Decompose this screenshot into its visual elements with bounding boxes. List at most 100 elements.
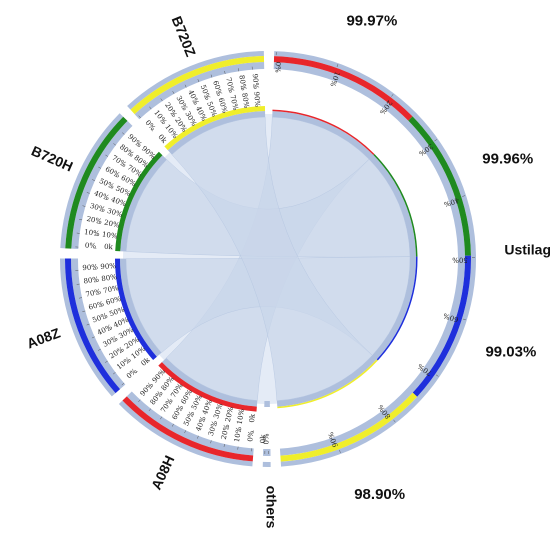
tick-mark — [336, 64, 339, 68]
tick-mark — [227, 426, 230, 430]
tick-mark — [148, 408, 152, 412]
tick-label: 40% — [201, 398, 214, 416]
tick-mark — [99, 305, 103, 308]
tick-mark — [150, 128, 153, 132]
tick-label: 20% — [86, 215, 103, 226]
outer-track-b720h — [71, 120, 133, 250]
tick-mark — [135, 144, 139, 147]
inner-track-b720z — [167, 111, 266, 155]
tick-mark — [108, 186, 112, 189]
tick-mark — [96, 222, 100, 224]
group-label-b720h: B720H — [29, 142, 75, 174]
tick-mark — [122, 132, 125, 135]
chord-link-b720z — [171, 116, 373, 401]
outer-track-a08h — [126, 391, 254, 456]
tick-mark — [435, 374, 439, 377]
tick-mark — [82, 205, 86, 207]
tick-mark — [105, 360, 108, 363]
tick-label: 30% — [106, 207, 123, 219]
tick-label: 0% — [125, 367, 139, 381]
tick-label: 0k — [248, 413, 257, 423]
tick-mark — [197, 79, 200, 83]
tick-mark — [391, 94, 394, 97]
tick-label: 50% — [452, 256, 468, 264]
tick-mark — [112, 372, 116, 375]
inner-track-a08h — [161, 357, 258, 407]
tick-label: 80% — [101, 273, 118, 283]
inner-segment-a08z-0 — [115, 258, 157, 361]
inner-segment-a08h-0 — [158, 362, 257, 412]
tick-mark — [216, 91, 218, 95]
tick-label: 60% — [104, 165, 122, 180]
tick-label: 40% — [110, 195, 128, 208]
tick-mark — [393, 419, 396, 423]
tick-mark — [184, 84, 187, 88]
tick-label: 10% — [233, 426, 243, 443]
tick-mark — [159, 394, 163, 397]
tick-mark — [462, 318, 466, 321]
inner-track-others — [264, 400, 270, 407]
tick-mark — [170, 113, 173, 117]
tick-label: 80% — [83, 275, 100, 285]
tick-mark — [113, 340, 117, 343]
tick-mark — [224, 70, 226, 74]
tick-mark — [97, 348, 101, 351]
tick-label: 50% — [182, 410, 196, 428]
tick-mark — [127, 154, 131, 157]
tick-label: 60% — [88, 300, 105, 312]
tick-mark — [103, 317, 107, 320]
tick-mark — [105, 154, 109, 157]
tick-mark — [171, 423, 174, 427]
tick-mark — [113, 143, 116, 146]
tick-label: 40% — [186, 89, 200, 107]
tick-label: 90% — [251, 73, 260, 90]
tick-label: 70% — [102, 284, 119, 295]
outer-track-others — [263, 448, 271, 456]
tick-mark — [86, 323, 90, 326]
tick-label: 60% — [171, 403, 186, 421]
outer-track-a08z — [71, 258, 126, 390]
outer-segment-b720z-0 — [130, 56, 265, 115]
tick-label: 90% — [100, 262, 116, 271]
tick-label: 10% — [101, 230, 118, 240]
tick-label: 0k — [140, 356, 152, 368]
tick-label: 60% — [211, 80, 223, 98]
tick-label: 80% — [240, 92, 250, 109]
outer-segment-b720h-0 — [65, 116, 128, 249]
outer-segment-ustilago-0 — [273, 56, 413, 121]
tick-mark — [160, 120, 163, 124]
tick-label: 20% — [103, 219, 120, 230]
tick-mark — [103, 198, 107, 200]
outer-segment-ustilago-1 — [408, 116, 471, 256]
tick-label: 90% — [252, 91, 261, 108]
tick-mark — [120, 351, 124, 354]
outer-segment-a08h-0 — [122, 396, 254, 462]
tick-label: 40% — [96, 323, 114, 337]
tick-label: 70% — [228, 94, 239, 111]
tick-label: 0% — [144, 119, 158, 133]
tick-mark — [82, 310, 86, 313]
tick-mark — [170, 401, 173, 405]
outer-segment-ustilago-3 — [280, 392, 418, 462]
tick-mark — [203, 418, 206, 422]
tick-label: 0k — [259, 434, 267, 444]
tick-mark — [210, 440, 212, 444]
tick-mark — [223, 443, 225, 447]
tick-label: 30% — [89, 202, 106, 214]
tick-mark — [121, 382, 125, 386]
tick-label: 0k — [104, 243, 114, 252]
tick-mark — [114, 175, 117, 178]
tick-mark — [228, 88, 230, 92]
percentage-label: 99.03% — [485, 344, 536, 361]
tick-mark — [91, 336, 95, 339]
tick-mark — [192, 100, 195, 104]
tick-label: 30% — [174, 95, 189, 113]
tick-label: 60% — [105, 295, 122, 307]
tick-label: 30% — [207, 419, 219, 437]
group-label-a08z: A08Z — [25, 324, 63, 351]
tick-mark — [184, 430, 187, 434]
tick-label: 10% — [236, 408, 246, 425]
inner-track-a08z — [119, 258, 162, 357]
tick-label: 70% — [159, 397, 175, 415]
